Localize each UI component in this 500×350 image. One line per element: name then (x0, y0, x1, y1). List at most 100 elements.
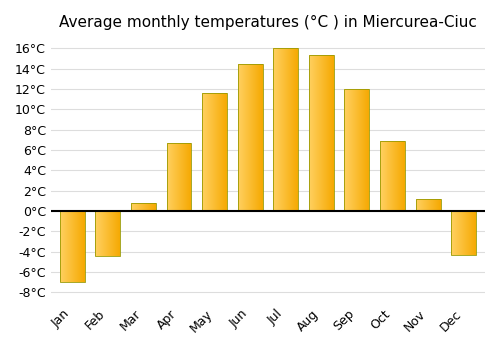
Bar (314, 55, 315, 211)
Bar (392, 141, 393, 211)
Bar (66, 211, 68, 282)
Bar (61, 211, 62, 282)
Bar (70, 211, 72, 282)
Bar (472, 211, 473, 255)
Bar (110, 211, 111, 256)
Bar (218, 93, 219, 211)
Bar (186, 143, 187, 211)
Bar (166, 143, 167, 211)
Bar (363, 89, 364, 211)
Bar (248, 64, 249, 211)
Bar (315, 55, 316, 211)
Bar (105, 211, 106, 256)
Bar (278, 48, 279, 211)
Bar (260, 64, 261, 211)
Bar (332, 55, 333, 211)
Bar (416, 199, 417, 211)
Bar (171, 143, 172, 211)
Bar (246, 64, 247, 211)
Bar (396, 141, 397, 211)
Bar (458, 211, 459, 255)
Bar (276, 48, 277, 211)
Bar (359, 89, 360, 211)
Bar (367, 89, 368, 211)
Bar (432, 199, 433, 211)
Bar (416, 199, 440, 211)
Bar (62, 211, 63, 282)
Bar (75, 211, 76, 282)
Bar (115, 211, 116, 256)
Bar (330, 55, 331, 211)
Bar (311, 55, 312, 211)
Bar (465, 211, 466, 255)
Bar (74, 211, 76, 282)
Bar (418, 199, 419, 211)
Bar (348, 89, 349, 211)
Bar (398, 141, 399, 211)
Bar (131, 203, 132, 211)
Bar (475, 211, 476, 255)
Bar (139, 203, 140, 211)
Bar (309, 55, 334, 211)
Bar (219, 93, 220, 211)
Bar (382, 141, 383, 211)
Bar (452, 211, 453, 255)
Bar (62, 211, 64, 282)
Bar (439, 199, 440, 211)
Bar (68, 211, 70, 282)
Bar (471, 211, 472, 255)
Bar (324, 55, 325, 211)
Bar (428, 199, 429, 211)
Bar (430, 199, 431, 211)
Bar (66, 211, 67, 282)
Bar (109, 211, 110, 256)
Bar (404, 141, 405, 211)
Bar (361, 89, 362, 211)
Bar (288, 48, 290, 211)
Bar (154, 203, 155, 211)
Bar (397, 141, 398, 211)
Bar (175, 143, 176, 211)
Bar (295, 48, 296, 211)
Bar (183, 143, 184, 211)
Bar (210, 93, 211, 211)
Bar (202, 93, 227, 211)
Bar (107, 211, 108, 256)
Bar (143, 203, 144, 211)
Bar (132, 203, 133, 211)
Bar (83, 211, 84, 282)
Bar (81, 211, 82, 282)
Bar (280, 48, 281, 211)
Bar (275, 48, 276, 211)
Bar (325, 55, 326, 211)
Bar (284, 48, 286, 211)
Bar (70, 211, 71, 282)
Bar (380, 141, 405, 211)
Bar (118, 211, 119, 256)
Bar (349, 89, 350, 211)
Bar (365, 89, 366, 211)
Bar (320, 55, 321, 211)
Bar (211, 93, 212, 211)
Bar (454, 211, 455, 255)
Bar (369, 89, 370, 211)
Bar (403, 141, 404, 211)
Bar (437, 199, 438, 211)
Bar (74, 211, 75, 282)
Bar (424, 199, 425, 211)
Bar (368, 89, 369, 211)
Bar (206, 93, 207, 211)
Bar (176, 143, 177, 211)
Bar (422, 199, 423, 211)
Bar (280, 48, 281, 211)
Bar (452, 211, 454, 255)
Bar (225, 93, 226, 211)
Bar (259, 64, 260, 211)
Bar (347, 89, 348, 211)
Bar (423, 199, 424, 211)
Bar (312, 55, 313, 211)
Bar (261, 64, 262, 211)
Bar (155, 203, 156, 211)
Bar (402, 141, 403, 211)
Bar (216, 93, 217, 211)
